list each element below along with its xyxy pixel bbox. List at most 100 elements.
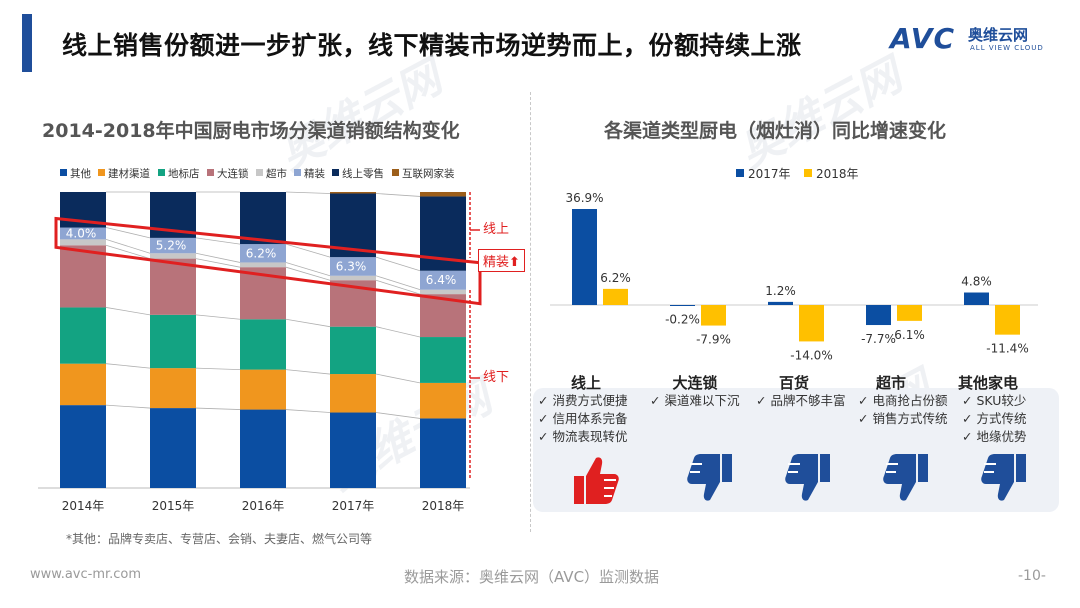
legend-swatch [392, 169, 399, 176]
bar-segment [420, 337, 466, 383]
right-chart-title: 各渠道类型厨电（烟灶消）同比增速变化 [604, 120, 947, 142]
left-chart-title: 2014-2018年中国厨电市场分渠道销额结构变化 [42, 120, 460, 142]
data-label: 6.1% [894, 328, 925, 342]
logo-english: ALL VIEW CLOUD [970, 44, 1044, 52]
legend-swatch [98, 169, 105, 176]
connector-line [375, 279, 421, 295]
footer-source: 数据来源：奥维云网（AVC）监测数据 [404, 568, 660, 586]
bar-segment [330, 257, 376, 276]
reason-item: ✓ 电商抢占份额 [858, 393, 948, 408]
connector-line [105, 363, 151, 369]
bar-segment [240, 262, 286, 268]
reason-item: ✓ SKU较少 [962, 393, 1027, 408]
data-label: 6.4% [426, 273, 457, 287]
bar-segment [330, 192, 376, 194]
legend-label: 2017年 [748, 167, 791, 181]
bar-segment [150, 314, 196, 369]
bar [964, 292, 989, 305]
bar [701, 305, 726, 326]
bar-segment [150, 258, 196, 315]
legend-label: 其他 [70, 167, 91, 180]
connector-line [375, 412, 421, 419]
bar-segment [240, 409, 286, 488]
data-label: 5.2% [156, 239, 187, 253]
bar-segment [420, 418, 466, 488]
bar [897, 305, 922, 321]
bar-segment [420, 289, 466, 295]
data-label: 4.8% [961, 275, 992, 289]
legend-label: 精装 [304, 167, 325, 180]
connector-line [285, 191, 331, 194]
bar-segment [330, 326, 376, 375]
data-label: -14.0% [790, 348, 832, 362]
x-tick-label: 2015年 [152, 499, 195, 513]
legend-swatch [804, 169, 812, 177]
x-tick-label: 2014年 [62, 499, 105, 513]
bar-segment [150, 237, 196, 254]
page-title: 线上销售份额进一步扩张，线下精装市场逆势而上，份额持续上涨 [62, 31, 802, 60]
header-accent-bar [22, 14, 32, 72]
bar-segment [150, 253, 196, 259]
bar-segment [420, 382, 466, 419]
x-tick-label: 2018年 [422, 499, 465, 513]
page-number: -10- [1018, 568, 1046, 584]
connector-line [105, 227, 151, 239]
reason-item: ✓ 渠道难以下沉 [650, 393, 740, 408]
reasons-other: ✓ SKU较少 ✓ 方式传统 ✓ 地缘优势 [962, 392, 1026, 446]
precision-label: 精装 [483, 255, 510, 270]
data-label: 6.2% [246, 246, 277, 260]
reasons-online: ✓ 消费方式便捷 ✓ 信用体系完备 ✓ 物流表现转优 [538, 392, 627, 446]
data-label: 1.2% [765, 284, 796, 298]
connector-line [105, 238, 151, 254]
bar-segment [60, 363, 106, 406]
reasons-chain: ✓ 渠道难以下沉 [650, 392, 739, 410]
connector-line [375, 275, 421, 291]
reasons-supermarket: ✓ 电商抢占份额 ✓ 销售方式传统 [858, 392, 947, 428]
bar-segment [420, 270, 466, 290]
legend-swatch [294, 169, 301, 176]
legend-swatch [256, 169, 263, 176]
data-label: -7.9% [696, 333, 731, 347]
bar [572, 209, 597, 305]
connector-line [285, 262, 331, 277]
bar-segment [150, 368, 196, 409]
legend-label: 地标店 [168, 167, 200, 180]
growth-rate-chart: 2017年 2018年 36.9% 6.2% -0.2% -7.9% 1.2% -14.0% -… [550, 167, 1038, 362]
bar-segment [60, 245, 106, 308]
data-label: -11.4% [986, 342, 1028, 356]
connector-line [375, 256, 421, 272]
connector-line [285, 409, 331, 413]
bar [866, 305, 891, 326]
bar-segment [60, 227, 106, 240]
legend-swatch [736, 169, 744, 177]
bar-segment [240, 369, 286, 410]
x-tick-label: 2017年 [332, 499, 375, 513]
legend-label: 大连锁 [217, 167, 249, 180]
bar-segment [240, 319, 286, 370]
bar [799, 305, 824, 342]
x-tick-label: 2016年 [242, 499, 285, 513]
connector-line [285, 243, 331, 258]
legend-label: 互联网家装 [402, 167, 455, 180]
legend-swatch [60, 169, 67, 176]
connector-line [195, 407, 241, 410]
bar-segment [330, 412, 376, 488]
category-label-other: 其他家电 [957, 374, 1018, 392]
connector-line [285, 318, 331, 328]
reasons-panel [533, 388, 1059, 512]
legend-label: 线上零售 [342, 167, 384, 180]
category-label-department: 百货 [778, 374, 809, 392]
data-label: -0.2% [665, 313, 700, 327]
legend-swatch [332, 169, 339, 176]
connector-line [195, 367, 241, 370]
highlight-band [54, 216, 482, 306]
offline-annotation: 线下 [483, 370, 510, 385]
connector-line [195, 252, 241, 263]
thumbs-down-icon [883, 454, 928, 501]
thumbs-down-icon [785, 454, 830, 501]
connector-line [285, 266, 331, 281]
connector-line [105, 244, 151, 259]
legend-label: 2018年 [816, 167, 859, 181]
precision-annotation: 精装⬆ [478, 249, 525, 272]
up-arrow-icon: ⬆ [509, 255, 520, 270]
